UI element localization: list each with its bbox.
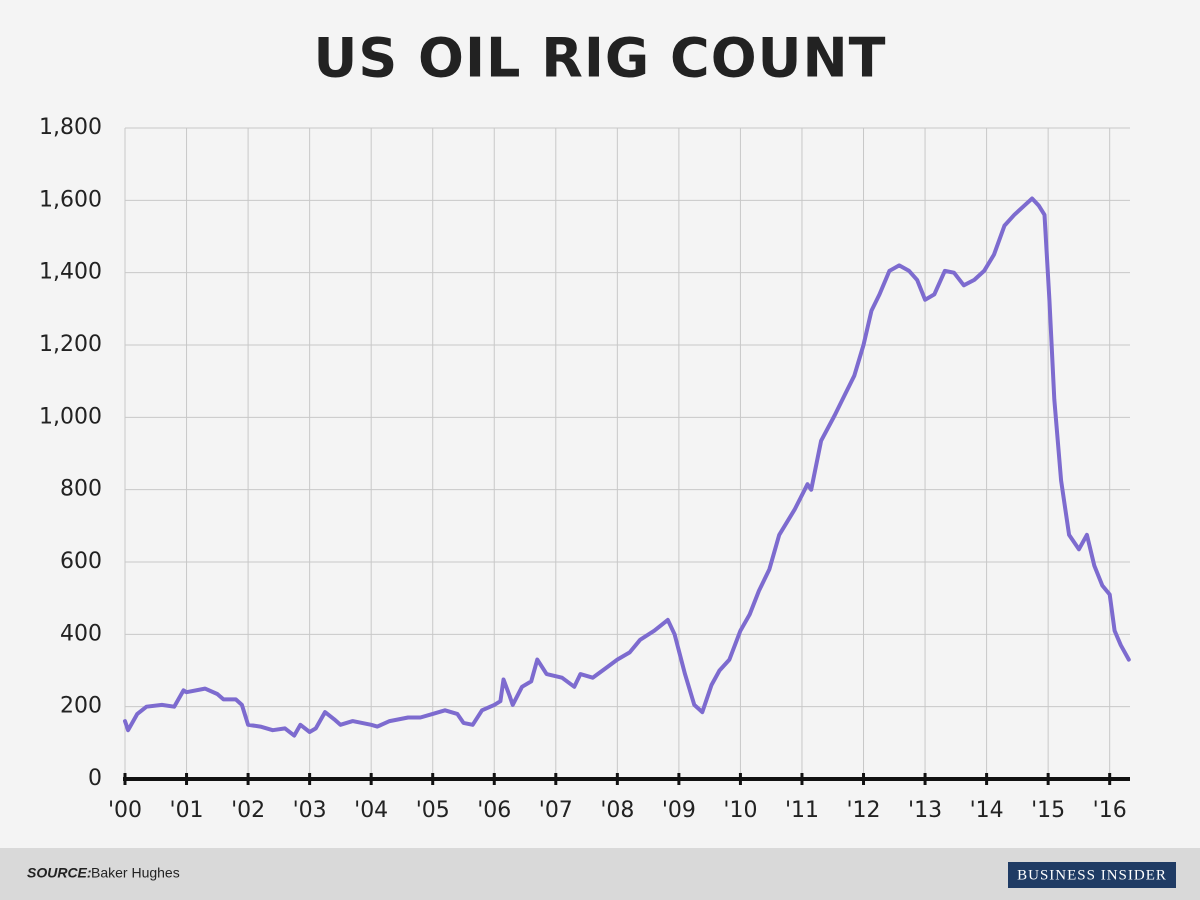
x-tick-label: '16 — [1093, 798, 1127, 823]
line — [123, 196, 1131, 738]
y-tick-label: 0 — [88, 766, 102, 791]
y-tick-label: 600 — [60, 549, 102, 574]
x-tick-label: '01 — [170, 798, 204, 823]
brand-box — [1008, 862, 1176, 888]
x-tick-label: '00 — [108, 798, 142, 823]
x-tick-label: '12 — [846, 798, 880, 823]
x-tick-label: '02 — [231, 798, 265, 823]
footer — [0, 848, 1200, 900]
brand: BUSINESS INSIDER — [1017, 867, 1167, 883]
source: Baker Hughes — [91, 865, 180, 881]
y-tick-label: 1,200 — [39, 332, 102, 357]
x-tick-label: '05 — [416, 798, 450, 823]
y-tick-label: 1,400 — [39, 260, 102, 285]
x-tick-label: '11 — [785, 798, 819, 823]
y-tick-label: 800 — [60, 477, 102, 502]
x-tick-label: '15 — [1031, 798, 1065, 823]
y-tick-label: 1,000 — [39, 404, 102, 429]
background — [0, 0, 1200, 848]
y-tick-label: 400 — [60, 621, 102, 646]
x-tick-label: '09 — [662, 798, 696, 823]
x-tick-label: '03 — [293, 798, 327, 823]
source-label: SOURCE: — [27, 865, 92, 881]
x-tick-label: '13 — [908, 798, 942, 823]
x-tick-label: '10 — [723, 798, 757, 823]
x-tick-label: '04 — [354, 798, 388, 823]
y-tick-label: 1,600 — [39, 187, 102, 212]
x-tick-label: '07 — [539, 798, 573, 823]
y-tick-label: 1,800 — [39, 115, 102, 140]
chart-title: US OIL RIG COUNT — [314, 27, 887, 90]
x-tick-label: '08 — [600, 798, 634, 823]
y-tick-label: 200 — [60, 694, 102, 719]
x-tick-label: '14 — [970, 798, 1004, 823]
x-tick-label: '06 — [477, 798, 511, 823]
